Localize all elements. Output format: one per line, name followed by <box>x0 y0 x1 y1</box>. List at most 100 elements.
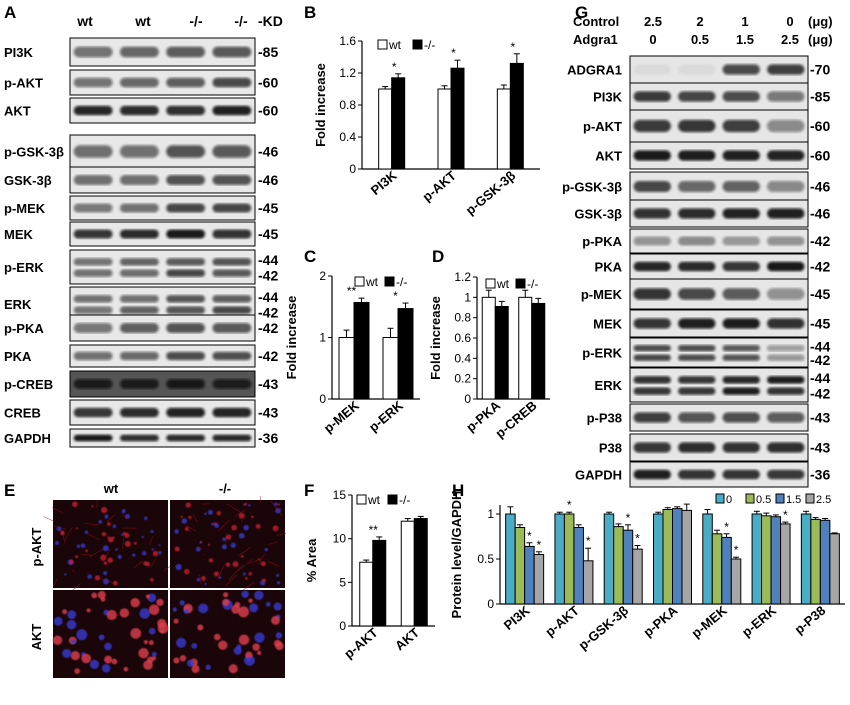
blot-band <box>633 412 671 423</box>
cell <box>104 642 112 651</box>
mw-marker: -42 <box>810 259 830 275</box>
legend-label: -/- <box>396 275 407 289</box>
cell <box>62 648 72 659</box>
bar <box>505 513 516 605</box>
category-label: p-GSK-3β <box>463 168 519 218</box>
cell <box>103 571 108 576</box>
category-label: p-GSK-3β <box>576 603 632 653</box>
cell <box>175 563 182 571</box>
cell <box>228 664 238 674</box>
cell <box>188 515 192 519</box>
header-value: 0.5 <box>691 32 709 47</box>
legend-swatch <box>775 493 785 504</box>
chart-f: 0 5 10 15 % Area ** p-AKT AKT wt -/- <box>304 488 435 661</box>
blot-band <box>212 229 252 239</box>
panel-letters: A B C D E F G H <box>4 3 588 500</box>
cell <box>62 609 68 615</box>
blot-label-pka: PKA <box>4 349 32 364</box>
cell <box>221 544 227 550</box>
blot-band <box>166 46 206 58</box>
bar <box>372 539 387 627</box>
bar <box>622 529 634 605</box>
fiber <box>102 549 111 562</box>
cell <box>144 516 148 521</box>
fiber <box>53 578 58 587</box>
blot-band <box>767 344 805 352</box>
mw-marker: -60 <box>810 118 830 134</box>
cell <box>119 608 130 618</box>
category-label: p-AKT <box>542 603 582 640</box>
blot-band <box>212 306 252 314</box>
cell <box>185 502 191 508</box>
col-label: -/- <box>219 481 231 496</box>
bar <box>450 67 465 170</box>
cell <box>117 554 122 559</box>
blot-band <box>767 208 805 219</box>
micrograph-background <box>53 500 168 588</box>
fiber <box>122 537 125 549</box>
blot-band <box>678 344 716 352</box>
cell <box>103 561 108 565</box>
bar <box>632 548 643 605</box>
cell <box>248 571 253 576</box>
header-value: 0 <box>649 32 656 47</box>
cell <box>151 651 157 657</box>
blot-label-p-gsk-3beta: p-GSK-3β <box>562 180 622 195</box>
cell <box>271 615 280 625</box>
cell <box>122 531 127 536</box>
cell <box>53 616 63 626</box>
blot-band <box>119 175 159 185</box>
blot-band <box>212 77 252 88</box>
category-label: p-AKT <box>419 168 459 205</box>
blot-band <box>722 344 760 352</box>
cell <box>151 655 157 661</box>
cell <box>148 627 156 635</box>
blot-label-erk: ERK <box>595 378 623 393</box>
header-value: 1.5 <box>736 32 754 47</box>
y-axis-label: Fold increase <box>284 296 299 380</box>
blot-band <box>767 261 805 272</box>
blot-band <box>767 119 805 133</box>
cell <box>222 537 227 542</box>
blot-band <box>119 145 159 158</box>
blot-band <box>166 306 206 314</box>
mw-marker: -85 <box>810 89 830 105</box>
fiber <box>72 569 75 573</box>
cell <box>176 637 187 648</box>
fiber <box>197 547 204 550</box>
fiber <box>239 512 242 523</box>
cell <box>112 580 118 586</box>
fiber <box>53 525 67 530</box>
blot-band <box>119 306 159 314</box>
legend-label: 0.5 <box>756 494 771 506</box>
significance-mark: * <box>567 498 572 512</box>
blot-band <box>73 258 113 266</box>
bar <box>481 296 496 400</box>
fiber <box>148 536 154 546</box>
cell <box>181 518 188 524</box>
blot-band <box>722 288 760 300</box>
blot-band <box>722 236 760 246</box>
cell <box>145 561 151 567</box>
cell <box>60 530 65 534</box>
y-tick-label: 0 <box>319 392 326 406</box>
cell <box>276 581 281 585</box>
blot-band <box>212 351 252 361</box>
cell <box>115 548 118 551</box>
fiber <box>228 564 244 580</box>
category-label: p-P38 <box>792 603 829 637</box>
header-value: 1 <box>741 14 748 29</box>
blot-band <box>119 295 159 303</box>
blot-band <box>119 407 159 418</box>
blot-band <box>212 323 252 333</box>
cell <box>238 532 245 539</box>
cell <box>143 660 153 670</box>
blot-strip <box>629 228 809 254</box>
blot-label-p-creb: p-CREB <box>4 377 53 392</box>
blot-band <box>212 295 252 303</box>
blot-band <box>633 261 671 272</box>
blot-band <box>119 46 159 58</box>
bar <box>496 88 511 170</box>
mw-marker: -46 <box>258 172 278 188</box>
